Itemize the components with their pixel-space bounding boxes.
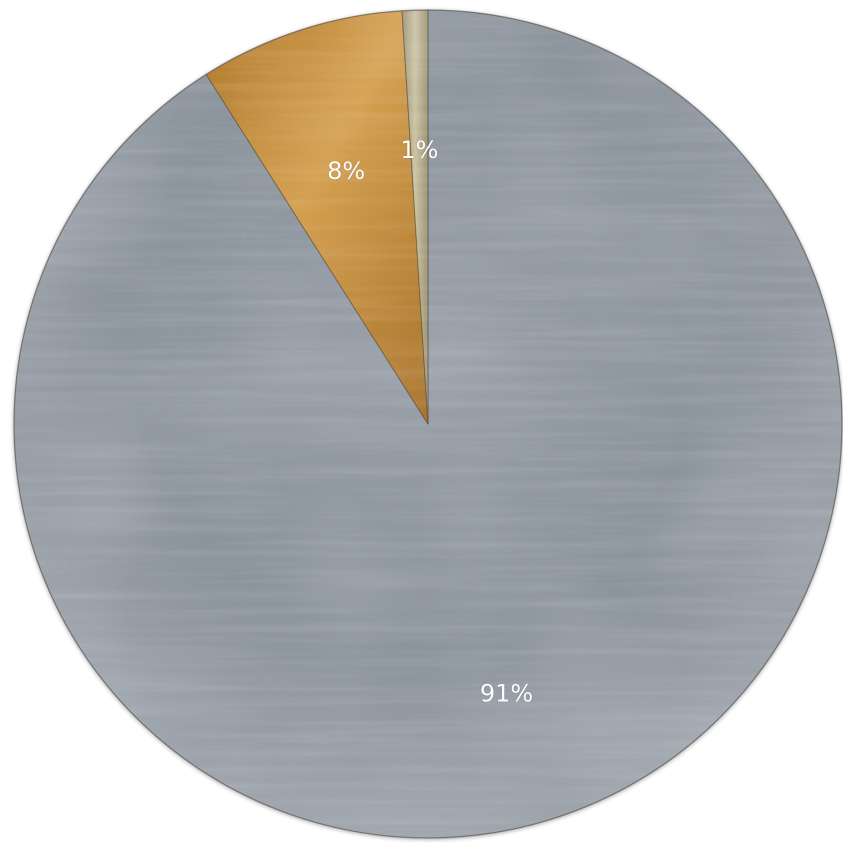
pie-labels: 91% 8% 1% xyxy=(327,136,534,708)
pie-label-91pct: 91% xyxy=(480,679,533,707)
pie-slice-1pct xyxy=(401,9,429,425)
pie-slices xyxy=(13,9,843,839)
pie-label-1pct: 1% xyxy=(400,136,438,164)
pie-label-8pct: 8% xyxy=(327,157,365,185)
pie-rim xyxy=(13,9,843,839)
pie-slice-8pct xyxy=(205,10,429,425)
pie-slice-brush xyxy=(206,10,428,425)
